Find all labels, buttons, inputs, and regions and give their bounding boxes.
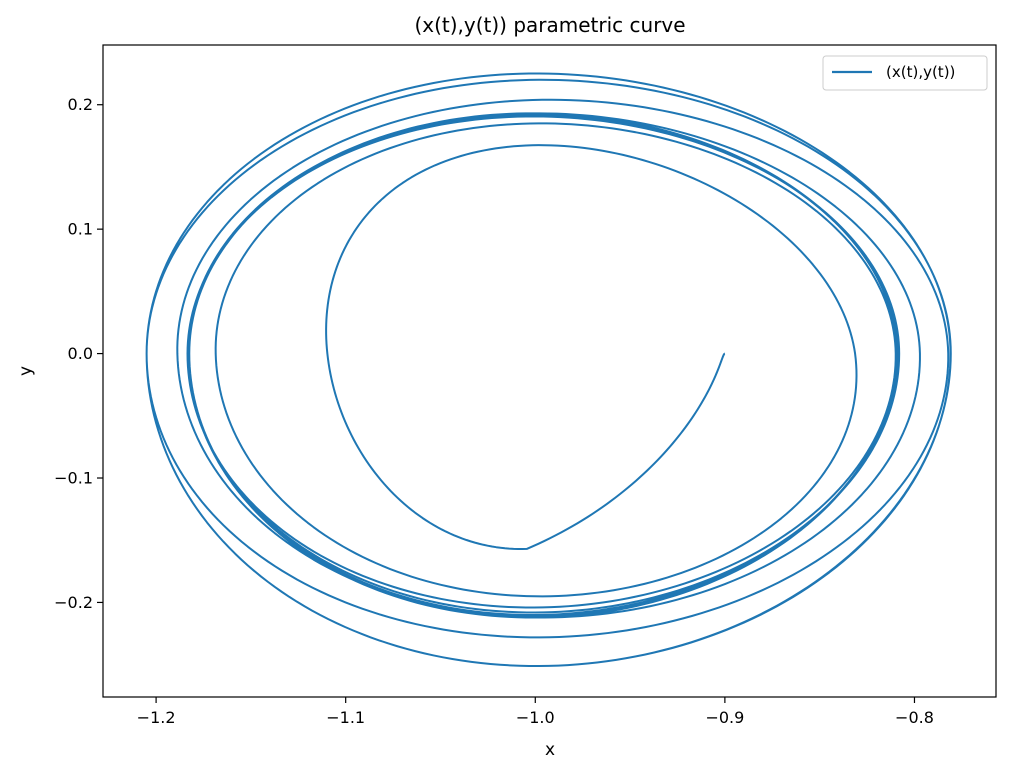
- curve-layer: [145, 72, 952, 668]
- chart-title: (x(t),y(t)) parametric curve: [414, 13, 685, 37]
- y-tick-label: 0.1: [68, 220, 93, 239]
- y-tick-label: −0.2: [54, 593, 93, 612]
- y-tick-label: 0.0: [68, 344, 93, 363]
- ticks-layer: −1.2 −1.1 −1.0 −0.9 −0.8 −0.2 −0.1 0.0 0.1 0.2: [54, 95, 934, 727]
- y-tick-label: 0.2: [68, 95, 93, 114]
- legend-box: [822, 55, 988, 91]
- x-tick-label: −0.8: [895, 708, 934, 727]
- x-tick-label: −0.9: [705, 708, 744, 727]
- y-axis-label: y: [16, 366, 36, 376]
- legend: (x(t),y(t)): [822, 55, 988, 91]
- plot-frame: [102, 44, 997, 698]
- x-tick-label: −1.0: [516, 708, 555, 727]
- x-tick-label: −1.1: [326, 708, 365, 727]
- series-line: [145, 72, 952, 668]
- x-tick-label: −1.2: [137, 708, 176, 727]
- x-axis-label: x: [545, 740, 555, 760]
- y-tick-label: −0.1: [54, 469, 93, 488]
- legend-label: (x(t),y(t)): [886, 63, 955, 81]
